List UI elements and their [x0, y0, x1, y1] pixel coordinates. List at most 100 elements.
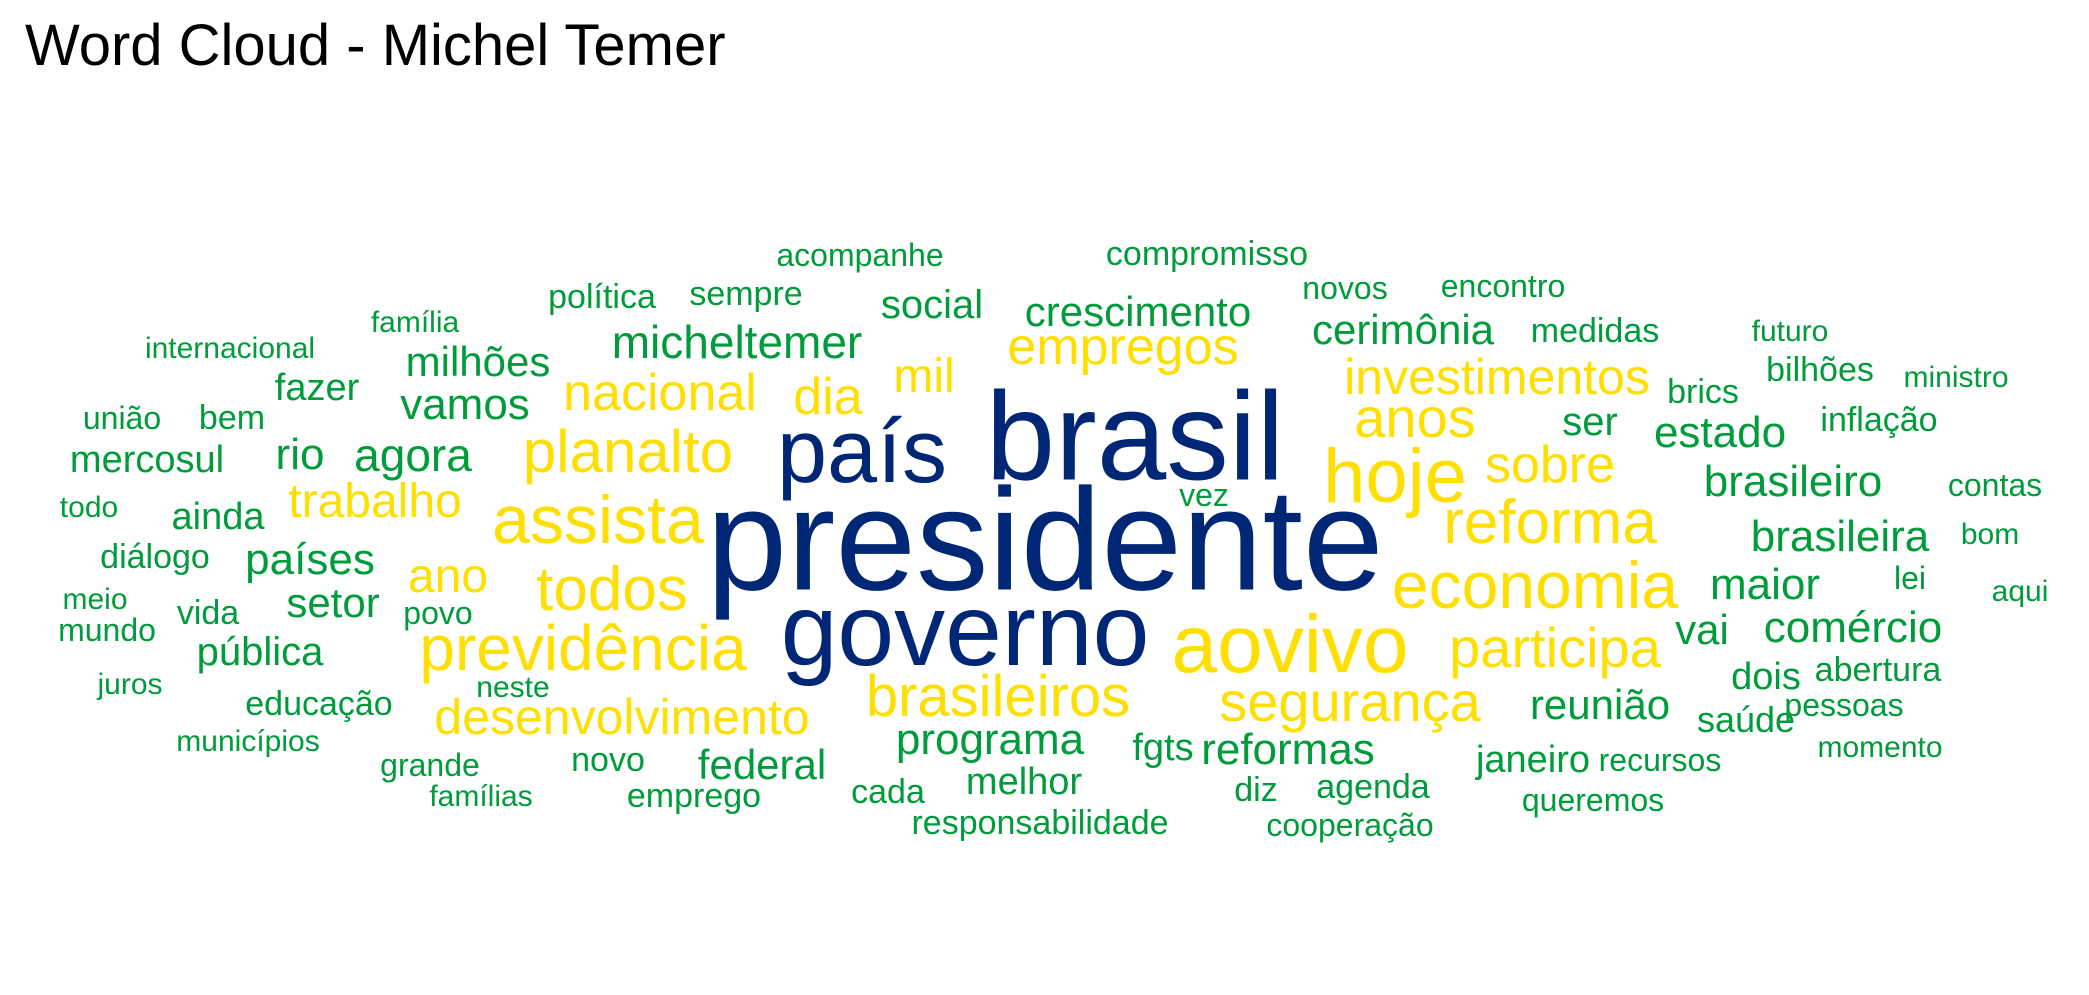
word-maior: maior	[1709, 560, 1821, 609]
word-reforma: reforma	[1443, 488, 1657, 557]
word-recursos: recursos	[1598, 742, 1722, 778]
word-emprego: emprego	[626, 777, 762, 815]
word-inflacao: inflação	[1820, 401, 1938, 439]
word-povo: povo	[403, 595, 473, 631]
word-brasileiros: brasileiros	[865, 664, 1131, 729]
word-todos: todos	[536, 555, 688, 624]
word-ser: ser	[1562, 400, 1618, 444]
word-social: social	[880, 283, 984, 327]
word-brasileira: brasileira	[1750, 512, 1930, 561]
word-reuniao: reunião	[1529, 681, 1671, 728]
word-sobre: sobre	[1484, 436, 1616, 494]
word-vida: vida	[176, 594, 240, 632]
word-sempre: sempre	[689, 275, 803, 313]
word-hoje: hoje	[1323, 434, 1467, 519]
word-trabalho: trabalho	[288, 475, 462, 528]
word-milhoes: milhões	[405, 338, 551, 385]
word-neste: neste	[476, 671, 550, 704]
word-meio: meio	[62, 583, 128, 616]
word-grande: grande	[380, 747, 480, 783]
word-federal: federal	[697, 741, 827, 788]
word-estado: estado	[1653, 408, 1787, 457]
word-cooperacao: cooperação	[1266, 807, 1434, 843]
word-compromisso: compromisso	[1105, 235, 1309, 273]
word-dia: dia	[793, 368, 863, 426]
word-medidas: medidas	[1530, 312, 1660, 350]
word-publica: pública	[196, 630, 324, 674]
word-vai: vai	[1675, 606, 1729, 653]
word-paises: países	[245, 535, 375, 584]
word-diz: diz	[1234, 771, 1278, 809]
word-familias: famílias	[429, 780, 533, 813]
word-fgts: fgts	[1132, 727, 1194, 769]
word-mil: mil	[893, 350, 955, 403]
word-dialogo: diálogo	[100, 538, 210, 576]
word-juros: juros	[97, 668, 163, 701]
word-queremos: queremos	[1521, 782, 1665, 818]
word-saude: saúde	[1696, 699, 1796, 740]
word-comercio: comércio	[1763, 603, 1943, 652]
word-fazer: fazer	[274, 367, 360, 409]
word-planalto: planalto	[522, 418, 734, 485]
word-familia: família	[370, 306, 460, 339]
word-cada: cada	[851, 773, 925, 811]
word-previdencia: previdência	[419, 612, 747, 684]
word-brics: brics	[1667, 373, 1739, 411]
chart-title: Word Cloud - Michel Temer	[25, 13, 726, 78]
word-responsabilidade: responsabilidade	[911, 804, 1169, 842]
word-empregos: empregos	[1007, 318, 1239, 376]
word-rio: rio	[275, 430, 325, 479]
word-internacional: internacional	[144, 332, 316, 365]
word-brasil: brasil	[985, 367, 1285, 507]
word-desenvolvimento: desenvolvimento	[434, 689, 810, 745]
word-programa: programa	[895, 715, 1085, 764]
word-pessoas: pessoas	[1784, 687, 1904, 723]
word-crescimento: crescimento	[1024, 288, 1252, 335]
word-cerimonia: cerimônia	[1311, 306, 1495, 353]
word-dois: dois	[1731, 656, 1801, 698]
word-contas: contas	[1947, 467, 2043, 503]
word-brasileiro: brasileiro	[1703, 457, 1883, 506]
word-uniao: união	[82, 400, 162, 436]
word-aqui: aqui	[1991, 575, 2049, 608]
word-vamos: vamos	[400, 380, 530, 429]
word-assista: assista	[492, 482, 704, 558]
word-acompanhe: acompanhe	[776, 237, 944, 273]
word-abertura: abertura	[1814, 651, 1942, 689]
word-agora: agora	[354, 429, 472, 481]
word-anos: anos	[1354, 386, 1476, 449]
word-novo: novo	[571, 741, 645, 779]
word-reformas: reformas	[1201, 725, 1375, 774]
word-agenda: agenda	[1316, 768, 1430, 806]
word-mundo: mundo	[58, 612, 156, 648]
word-melhor: melhor	[965, 761, 1083, 803]
word-micheltemer: micheltemer	[611, 316, 863, 368]
word-futuro: futuro	[1751, 315, 1829, 348]
word-educacao: educação	[245, 685, 393, 723]
word-presidente: presidente	[706, 458, 1384, 621]
word-seguranca: segurança	[1219, 670, 1481, 733]
word-ainda: ainda	[171, 496, 265, 538]
word-mercosul: mercosul	[69, 439, 225, 481]
word-governo: governo	[780, 573, 1150, 687]
word-economia: economia	[1391, 548, 1679, 622]
word-aovivo: aovivo	[1171, 599, 1409, 690]
word-todo: todo	[59, 491, 119, 524]
word-novos: novos	[1302, 270, 1388, 306]
word-encontro: encontro	[1440, 268, 1566, 304]
word-bilhoes: bilhões	[1766, 351, 1874, 389]
word-bom: bom	[1960, 518, 2020, 551]
word-politica: política	[548, 278, 656, 316]
word-lei: lei	[1893, 560, 1927, 596]
word-setor: setor	[286, 579, 380, 626]
word-pais: país	[776, 402, 948, 502]
word-participa: participa	[1449, 616, 1661, 679]
word-ministro: ministro	[1903, 361, 2009, 394]
word-nacional: nacional	[563, 364, 757, 422]
word-investimentos: investimentos	[1344, 349, 1650, 405]
word-municipios: municípios	[176, 725, 320, 758]
word-bem: bem	[198, 399, 266, 437]
word-vez: vez	[1179, 477, 1229, 513]
word-ano: ano	[407, 550, 489, 603]
